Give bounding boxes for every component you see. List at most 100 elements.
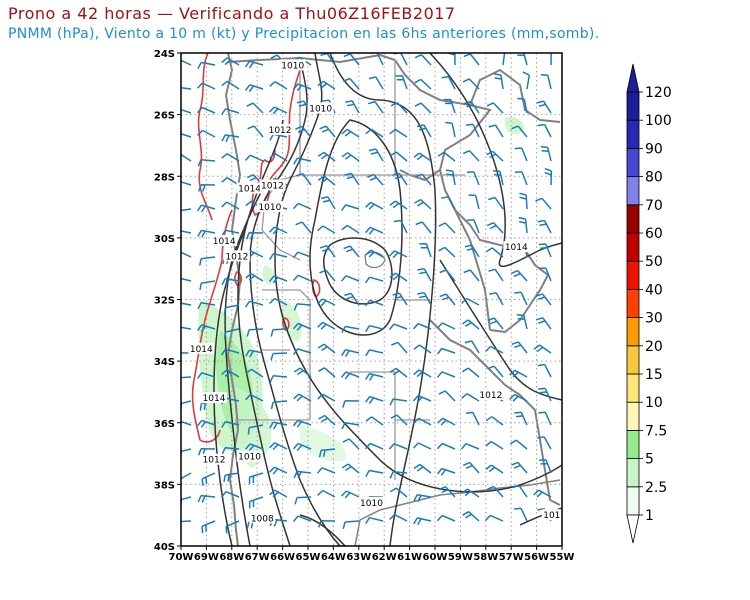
isobar-label: 1012 [203,456,226,466]
wind-barb [223,304,240,315]
longitude-label: 63W [346,552,371,563]
wind-barb [317,489,336,498]
colorbar-segment [626,91,640,121]
wind-barb [181,520,192,523]
latitude-label: 34S [154,357,175,368]
longitude-label: 65W [296,552,321,563]
wind-barb [365,516,384,524]
isobar-label: 1008 [251,514,274,524]
isobar-label-background [503,241,530,253]
wind-barb [487,317,504,330]
longitude-label: 60W [423,552,448,563]
isobar-label: 1010 [238,453,261,463]
isobar-label: 1014 [203,394,226,404]
wind-barb [247,424,264,435]
wind-barb [181,472,192,480]
wind-barb [344,172,360,186]
wind-barb [389,200,408,210]
country-border-bolivia [227,53,396,64]
longitude-label: 70W [169,552,194,563]
wind-barb [317,225,336,234]
colorbar-segment [626,429,640,459]
wind-barb [181,400,192,411]
wind-barb [196,324,216,333]
wind-barb [270,328,288,337]
isobar-label-background [249,512,276,524]
colorbar-labels: 1 2.5 5 7.5 10 15 20 30 40 50 60 70 80 90 100 120 [645,85,672,524]
longitude-label: 55W [550,552,575,563]
wind-barb [417,291,432,306]
wind-barb [365,324,384,333]
latitude-label: 28S [154,172,175,183]
longitude-labels: 70W 69W 68W 67W 66W 65W 64W 63W 62W 61W 60W 59W 58W 5… [169,552,575,563]
wind-barb [294,496,312,505]
wind-barb [364,442,384,450]
isobar-label: 1010 [309,104,332,114]
isobar-label: 101 [543,511,560,521]
wind-barb [248,496,264,509]
wind-barb [537,436,552,450]
longitude-label: 66W [270,552,295,563]
wind-barb [181,277,192,282]
wind-barbs [181,53,553,534]
wind-barb [181,133,192,138]
wind-barb [438,486,456,498]
wind-barb [535,293,552,306]
latitude-label: 40S [154,542,175,553]
wind-barb [445,169,456,186]
wind-barb [199,280,216,291]
wind-barb [413,463,432,474]
wind-barb [292,322,312,331]
wind-barb [466,171,480,186]
wind-barb [368,76,384,90]
wind-barb [468,194,480,210]
wind-barb [201,520,216,534]
wind-barb [246,328,264,337]
isobar-label: 1014 [213,237,236,247]
wind-barb [522,71,531,90]
colorbar-label: 15 [645,367,663,383]
wind-barb [414,198,432,210]
wind-barb [392,172,408,186]
wind-barb [389,487,408,498]
wind-barb [502,53,506,66]
wind-barb [269,152,288,162]
colorbar-label: 50 [645,254,663,270]
wind-barb [412,394,432,403]
coast-rio-de-la-plata [429,319,561,506]
wind-barb [198,184,216,192]
wind-barb [221,57,240,66]
wind-barb [413,517,432,526]
wind-barb [221,420,240,428]
colorbar-bottom-arrow [626,514,640,544]
isobar-label-background [236,450,263,462]
wind-barb [536,100,552,114]
wind-barb [365,201,384,210]
wind-barb [514,147,528,162]
wind-barb [181,302,192,306]
wind-barb [486,102,504,114]
wind-barb [292,83,312,92]
wind-barb [437,417,456,426]
wind-barb [537,363,552,378]
wind-barb [414,54,432,66]
wind-barb [181,448,192,459]
wind-barb [244,300,264,308]
axis-ticks [177,52,563,550]
colorbar-label: 100 [645,113,672,129]
isobar-label: 1012 [269,126,292,136]
wind-barb [439,293,456,306]
wind-barb [509,439,528,450]
wind-barb [320,196,336,210]
wind-barb [319,269,336,282]
wind-barb [441,75,456,90]
colorbar-label: 40 [645,282,663,298]
coast-south [354,479,561,546]
wind-barb [517,97,528,114]
wind-barb [464,244,480,258]
colorbar-segment [626,147,640,177]
wind-barb [393,53,408,66]
isobar-label-background [279,59,306,71]
wind-barb [196,372,216,379]
wind-barb [488,268,504,282]
